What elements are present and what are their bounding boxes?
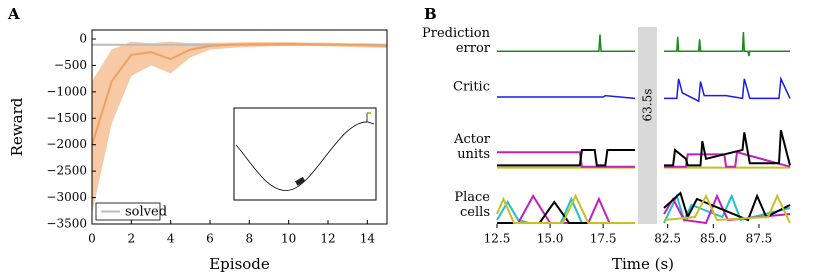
trace xyxy=(496,193,791,224)
row-label: Prediction xyxy=(422,26,491,41)
mean-line xyxy=(91,42,388,145)
row-label: error xyxy=(456,41,491,56)
legend-box xyxy=(95,202,161,221)
y-tick-label: −1000 xyxy=(46,84,87,98)
x-tick-label: 8 xyxy=(246,232,254,246)
axes-frame xyxy=(91,29,388,225)
x-tick-label: 87.5 xyxy=(746,232,773,246)
inset-curve xyxy=(235,121,375,191)
x-tick-label: 82.5 xyxy=(654,232,681,246)
y-tick-label: 0 xyxy=(79,31,87,45)
x-tick-label: 15.0 xyxy=(537,232,564,246)
row-label: Place xyxy=(454,190,490,205)
x-tick-label: 14 xyxy=(360,232,376,246)
x-tick-label: 12.5 xyxy=(484,232,511,246)
inset-frame xyxy=(233,107,377,201)
x-tick-label: 6 xyxy=(206,232,214,246)
x-tick-label: 2 xyxy=(128,232,136,246)
legend-label: solved xyxy=(125,205,167,220)
row-label: units xyxy=(457,147,490,162)
row-label: cells xyxy=(460,205,490,220)
x-tick-label: 0 xyxy=(88,232,96,246)
inset xyxy=(233,107,377,201)
panel-label: B xyxy=(424,5,437,23)
panel-label: A xyxy=(7,5,20,23)
y-axis-label: Reward xyxy=(8,97,26,156)
trace xyxy=(497,75,791,103)
confidence-band xyxy=(92,41,387,214)
trace xyxy=(497,129,791,167)
row-label: Actor xyxy=(453,132,491,147)
break-label: 63.5s xyxy=(641,89,655,122)
x-tick-label: 4 xyxy=(167,232,175,246)
y-tick-label: −2500 xyxy=(46,164,87,178)
x-axis-label: Episode xyxy=(209,255,270,273)
inset-car xyxy=(295,176,306,186)
trace xyxy=(497,31,790,57)
x-tick-label: 85.0 xyxy=(700,232,727,246)
row-label: Critic xyxy=(453,80,490,95)
x-tick-label: 12 xyxy=(320,232,335,246)
y-tick-label: −3000 xyxy=(46,190,87,204)
x-tick-label: 10 xyxy=(281,232,296,246)
x-tick-label: 17.5 xyxy=(590,232,617,246)
y-tick-label: −500 xyxy=(54,58,87,72)
y-tick-label: −3500 xyxy=(46,217,87,231)
time-break xyxy=(638,27,657,224)
y-tick-label: −2000 xyxy=(46,137,87,151)
x-axis-label: Time (s) xyxy=(612,255,674,273)
y-tick-label: −1500 xyxy=(46,111,87,125)
